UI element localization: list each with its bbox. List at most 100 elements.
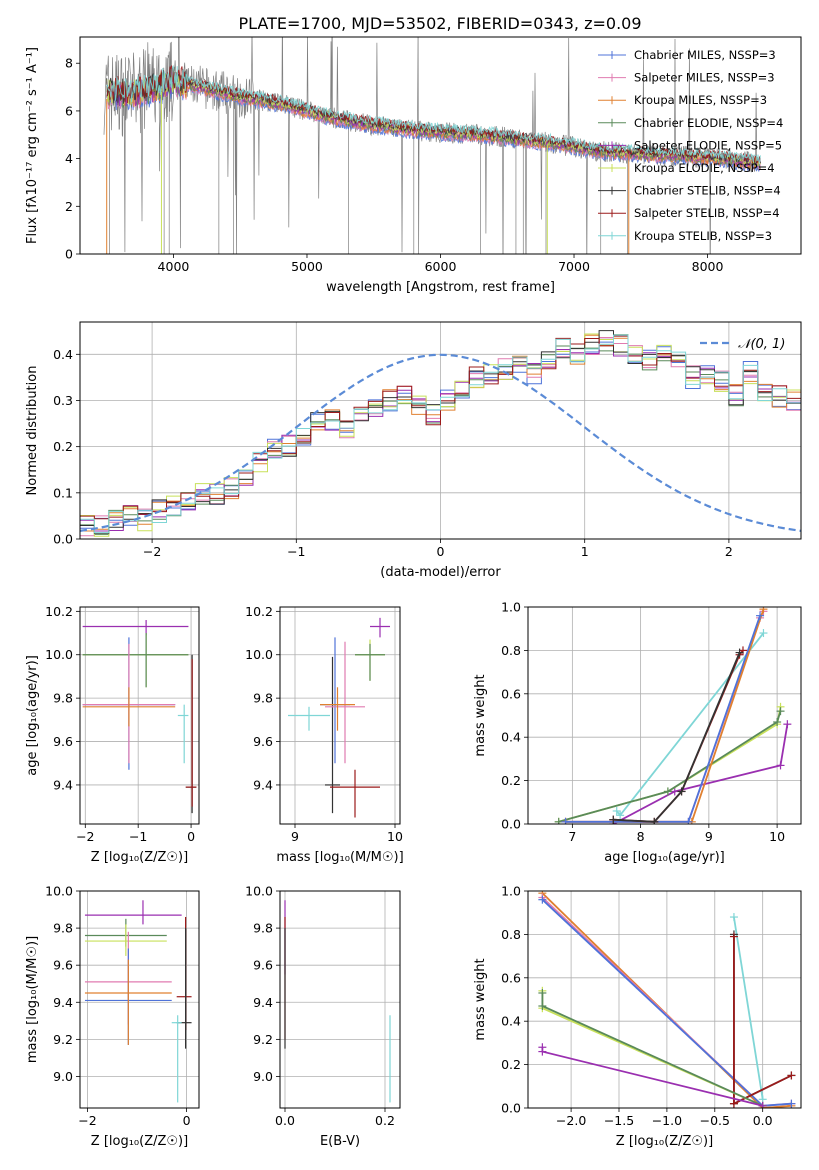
x-tick-label: 0 [183, 1113, 191, 1128]
histogram-kroupa_stelib [80, 334, 801, 534]
age_vs_mass-panel: 9 10 9.4 9.6 9.8 10.0 10.2 mass [log₁₀(M/M☉)] [245, 604, 404, 865]
x-tick-label: −1.0 [652, 1113, 682, 1128]
legend-label: Kroupa MILES, NSSP=3 [634, 93, 767, 107]
x-tick-label: 1 [581, 544, 589, 559]
y-tick-label: 0.8 [501, 927, 521, 942]
x-tick-label: 9 [291, 829, 299, 844]
age_vs_z-plot-area [82, 620, 197, 814]
y-tick-label: 0.1 [53, 485, 73, 500]
y-axis-label: Flux [fλ10⁻¹⁷ erg cm⁻² s⁻¹ A⁻¹] [25, 47, 40, 244]
y-tick-label: 10.0 [245, 884, 273, 899]
weight-line-chabrier_elodie [558, 710, 782, 823]
mass_vs_z-panel: −2 0 9.0 9.2 9.4 9.6 9.8 10.0 Z [log₁₀(Z/Z☉)] mas… [25, 884, 200, 1149]
y-tick-label: 9.0 [53, 1069, 73, 1084]
y-tick-label: 9.6 [253, 958, 273, 973]
y-tick-label: 9.2 [53, 1032, 73, 1047]
x-tick-label: −2 [78, 1113, 96, 1128]
y-tick-label: 9.8 [53, 921, 73, 936]
y-tick-label: 0.3 [53, 393, 73, 408]
spectrum-plot-area [103, 37, 761, 254]
mass_vs_z-plot-area [84, 900, 192, 1103]
x-tick-label: 0 [437, 544, 445, 559]
axes-frame [279, 606, 401, 825]
y-tick-label: 0.2 [501, 773, 521, 788]
x-tick-label: −1.5 [604, 1113, 634, 1128]
y-tick-label: 9.4 [253, 995, 273, 1010]
x-tick-label: −0.5 [700, 1113, 730, 1128]
x-tick-label: 10 [769, 829, 785, 844]
y-tick-label: 9.6 [53, 734, 73, 749]
x-tick-label: 0.0 [275, 1113, 295, 1128]
x-tick-label: 5000 [291, 259, 323, 274]
y-tick-label: 10.0 [245, 647, 273, 662]
figure-title: PLATE=1700, MJD=53502, FIBERID=0343, z=0… [238, 14, 641, 33]
x-axis-label: Z [log₁₀(Z/Z☉)] [91, 1134, 188, 1149]
y-tick-label: 9.8 [53, 691, 73, 706]
x-tick-label: −1 [129, 829, 147, 844]
x-axis-label: E(B-V) [320, 1134, 360, 1149]
normal-curve [80, 353, 801, 532]
axes-frame [527, 606, 802, 825]
weight-line-chabrier_stelib [613, 652, 741, 823]
axes-frame [79, 321, 802, 540]
y-tick-label: 8 [65, 56, 73, 71]
y-tick-label: 1.0 [501, 600, 521, 615]
y-tick-label: 9.4 [53, 777, 73, 792]
age_vs_mass-plot-area [288, 617, 390, 818]
mass_vs_ebv-plot-area [284, 900, 391, 1103]
x-tick-label: 0.0 [753, 1113, 773, 1128]
legend-label: Salpeter STELIB, NSSP=4 [634, 206, 780, 220]
y-axis-label: mass [log₁₀(M/M☉)] [25, 936, 40, 1063]
x-tick-label: 0 [187, 829, 195, 844]
y-tick-label: 9.8 [253, 691, 273, 706]
y-tick-label: 0.0 [501, 817, 521, 832]
legend-label: Salpeter ELODIE, NSSP=5 [634, 138, 782, 152]
axes-frame [79, 606, 200, 825]
y-tick-label: 10.2 [45, 604, 73, 619]
y-tick-label: 0.2 [501, 1057, 521, 1072]
x-tick-label: −2 [143, 544, 161, 559]
y-axis-label: Normed distribution [25, 366, 40, 496]
mass_vs_ebv-panel: 0.0 0.2 9.0 9.2 9.4 9.6 9.8 10.0 E(B-V) [245, 884, 401, 1149]
x-axis-label: wavelength [Angstrom, rest frame] [326, 280, 555, 295]
y-tick-label: 0.4 [501, 730, 521, 745]
axes-frame [527, 890, 802, 1109]
x-tick-label: 8000 [692, 259, 724, 274]
age_vs_z-panel: −2 −1 0 9.4 9.6 9.8 10.0 10.2 Z [log₁₀(Z/Z☉)] age… [25, 604, 200, 865]
mass_weight_vs_age-panel: 7 8 9 10 0.0 0.2 0.4 0.6 0.8 1.0 age [log₁₀(age/yr… [473, 600, 802, 865]
y-tick-label: 0.4 [501, 1014, 521, 1029]
legend-label: Chabrier STELIB, NSSP=4 [634, 184, 781, 198]
residual-plot-area [80, 330, 801, 537]
y-tick-label: 9.4 [53, 995, 73, 1010]
y-tick-label: 0.2 [53, 439, 73, 454]
y-axis-label: mass weight [473, 958, 488, 1040]
y-tick-label: 0.8 [501, 643, 521, 658]
y-tick-label: 9.2 [253, 1032, 273, 1047]
x-tick-label: 7000 [558, 259, 590, 274]
y-tick-label: 0.6 [501, 970, 521, 985]
y-tick-label: 6 [65, 103, 73, 118]
mass_weight_vs_z-panel: −2.0 −1.5 −1.0 −0.5 0.0 0.0 0.2 0.4 0.6 0.8 1.0 Z [… [473, 884, 802, 1149]
axes-frame [79, 890, 200, 1109]
weight-line-kroupa_miles [541, 892, 792, 1108]
y-tick-label: 10.0 [45, 647, 73, 662]
legend-label: Salpeter MILES, NSSP=3 [634, 71, 775, 85]
legend-label: Kroupa ELODIE, NSSP=4 [634, 161, 775, 175]
x-tick-label: −2 [76, 829, 94, 844]
x-tick-label: 0.2 [375, 1113, 395, 1128]
weight-line-kroupa_stelib [733, 916, 764, 1100]
y-tick-label: 10.0 [45, 884, 73, 899]
axes-frame [279, 890, 401, 1109]
y-tick-label: 0.0 [501, 1101, 521, 1116]
mass_weight_vs_z-plot-area [538, 891, 796, 1108]
y-tick-label: 0.6 [501, 686, 521, 701]
x-tick-label: −2.0 [556, 1113, 586, 1128]
x-axis-label: mass [log₁₀(M/M☉)] [276, 850, 403, 865]
x-tick-label: 7 [568, 829, 576, 844]
x-tick-label: 2 [725, 544, 733, 559]
x-axis-label: age [log₁₀(age/yr)] [604, 850, 725, 865]
residual-panel: −2 −1 0 1 2 0.0 0.1 0.2 0.3 0.4 (data-model)/error… [25, 321, 802, 580]
legend-label: Kroupa STELIB, NSSP=3 [634, 229, 772, 243]
